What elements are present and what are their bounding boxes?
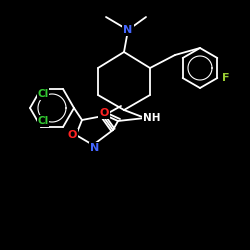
Text: O: O bbox=[67, 130, 77, 140]
Text: O: O bbox=[99, 108, 109, 118]
Text: NH: NH bbox=[143, 113, 161, 123]
Text: N: N bbox=[124, 25, 132, 35]
Text: Cl: Cl bbox=[38, 116, 49, 126]
Text: N: N bbox=[90, 143, 100, 153]
Text: Cl: Cl bbox=[37, 89, 48, 99]
Text: F: F bbox=[222, 73, 229, 83]
